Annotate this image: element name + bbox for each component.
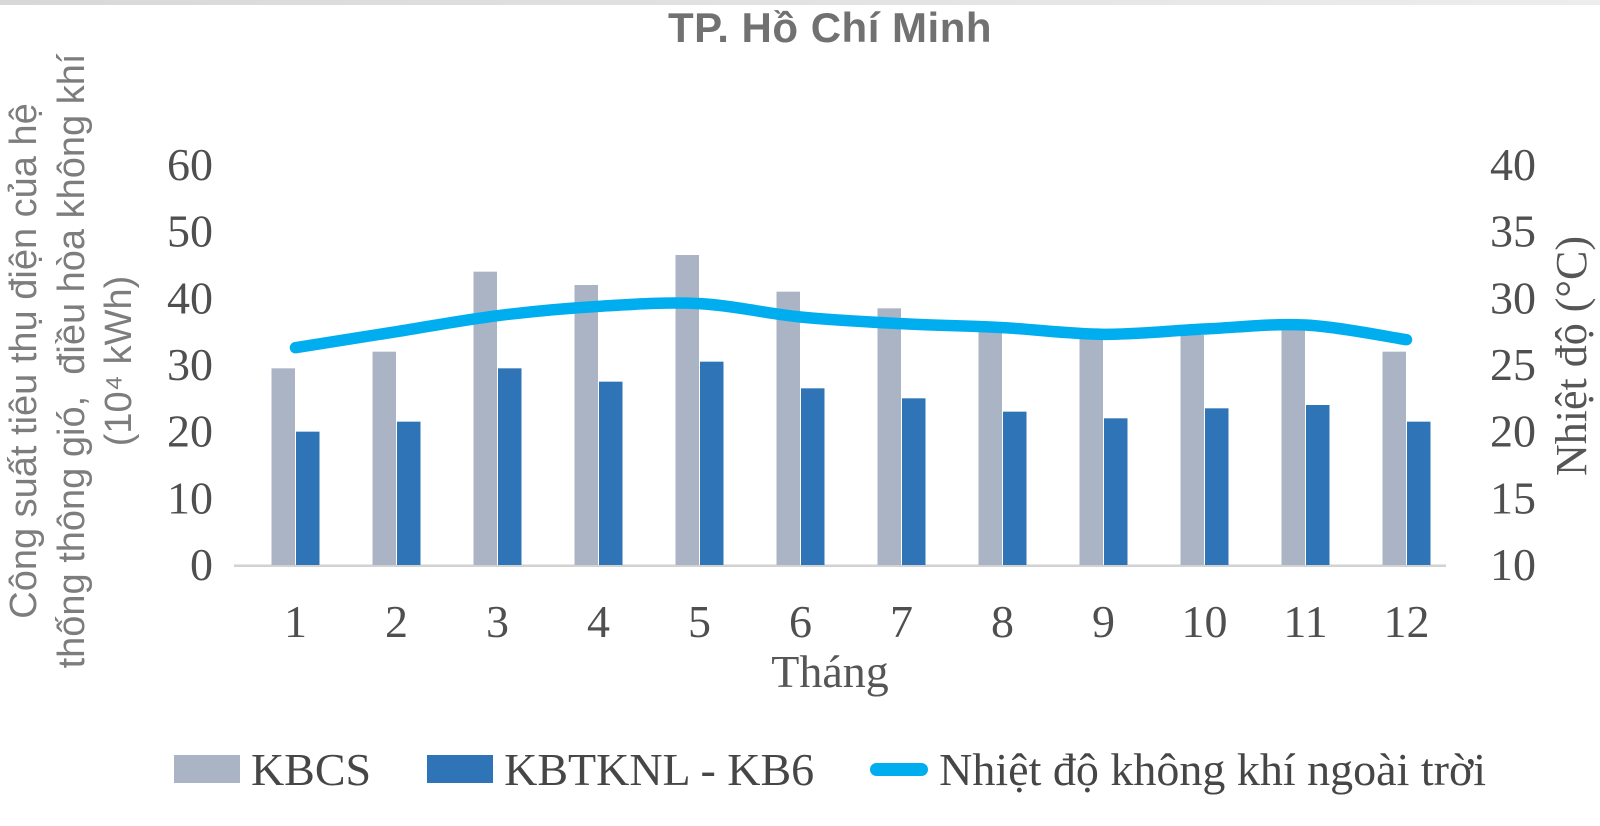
x-axis-tick-1: 1 [284,596,307,647]
x-axis-tick-5: 5 [688,596,711,647]
bar-kbcs-month-8 [978,331,1002,565]
bar-kbcs-month-1 [271,368,295,565]
x-axis-tick-6: 6 [789,596,812,647]
legend-label-kbcs: KBCS [250,743,372,795]
left-axis-tick-0: 0 [190,539,213,590]
temperature-line [289,297,1413,354]
x-axis-tick-12: 12 [1384,596,1430,647]
legend-swatch-kbcs [173,755,240,783]
bar-kbtknl-month-9 [1104,418,1128,565]
bar-kbtknl-month-12 [1407,421,1431,565]
chart-title: TP. Hồ Chí Minh [667,4,993,51]
legend-label-kbtknl: KBTKNL - KB6 [504,743,815,795]
left-axis-tick-10: 10 [167,472,213,523]
right-axis-tick-15: 15 [1490,472,1536,523]
left-axis-tick-20: 20 [167,406,213,457]
bar-kbcs-month-5 [675,255,699,565]
right-axis-tick-20: 20 [1490,406,1536,457]
bar-kbtknl-month-10 [1205,408,1229,565]
bar-kbtknl-month-11 [1306,405,1330,565]
legend-swatch-temperature-line [870,762,929,776]
left-axis-title-line1: Công suất tiêu thụ điện của hệ [3,103,45,619]
left-axis-tick-50: 50 [167,206,213,257]
right-axis-tick-30: 30 [1490,272,1536,323]
bar-kbcs-month-11 [1281,321,1305,565]
bar-kbcs-month-9 [1079,338,1103,565]
bar-kbcs-month-7 [877,308,901,565]
x-axis-tick-11: 11 [1283,596,1327,647]
bar-kbcs-month-3 [473,271,497,565]
legend-label-temperature: Nhiệt độ không khí ngoài trời [939,743,1487,795]
bar-kbtknl-month-7 [902,398,926,565]
bar-kbtknl-month-6 [801,388,825,565]
x-axis-tick-3: 3 [486,596,509,647]
right-axis-tick-35: 35 [1490,206,1536,257]
legend-swatch-kbtknl [427,755,494,783]
left-axis-tick-60: 60 [167,139,213,190]
bar-kbtknl-month-5 [700,361,724,565]
bar-kbtknl-month-2 [397,421,421,565]
bar-kbcs-month-12 [1382,351,1406,565]
bar-kbtknl-month-1 [296,431,320,565]
bar-kbcs-month-6 [776,291,800,565]
x-axis-tick-2: 2 [385,596,408,647]
bar-kbtknl-month-4 [599,381,623,565]
x-axis-tick-4: 4 [587,596,610,647]
left-axis-title: Công suất tiêu thụ điện của hệ thống thô… [1,11,151,711]
bar-kbcs-month-10 [1180,335,1204,565]
right-axis-tick-25: 25 [1490,339,1536,390]
left-axis-tick-40: 40 [167,272,213,323]
x-axis-title: Tháng [771,646,889,697]
legend-item-temperature: Nhiệt độ không khí ngoài trời [870,743,1486,796]
bar-kbtknl-month-3 [498,368,522,565]
x-axis-tick-9: 9 [1092,596,1115,647]
bar-kbtknl-month-8 [1003,411,1027,565]
legend-item-kbcs: KBCS [173,743,372,796]
left-axis-title-line2: thống thông gió, điều hòa không khí [50,53,93,669]
x-axis-tick-7: 7 [890,596,913,647]
cropped-top-edge-strip [0,0,1600,5]
right-axis-tick-40: 40 [1490,139,1536,190]
bar-kbcs-month-2 [372,351,396,565]
x-axis-tick-10: 10 [1182,596,1228,647]
legend: KBCS KBTKNL - KB6 Nhiệt độ không khí ngo… [120,736,1540,802]
right-axis-tick-10: 10 [1490,539,1536,590]
bar-kbcs-month-4 [574,285,598,565]
x-axis-tick-8: 8 [991,596,1014,647]
left-axis-title-line3: (10⁴ kWh) [98,275,140,447]
legend-item-kbtknl: KBTKNL - KB6 [427,743,814,796]
left-axis-tick-30: 30 [167,339,213,390]
